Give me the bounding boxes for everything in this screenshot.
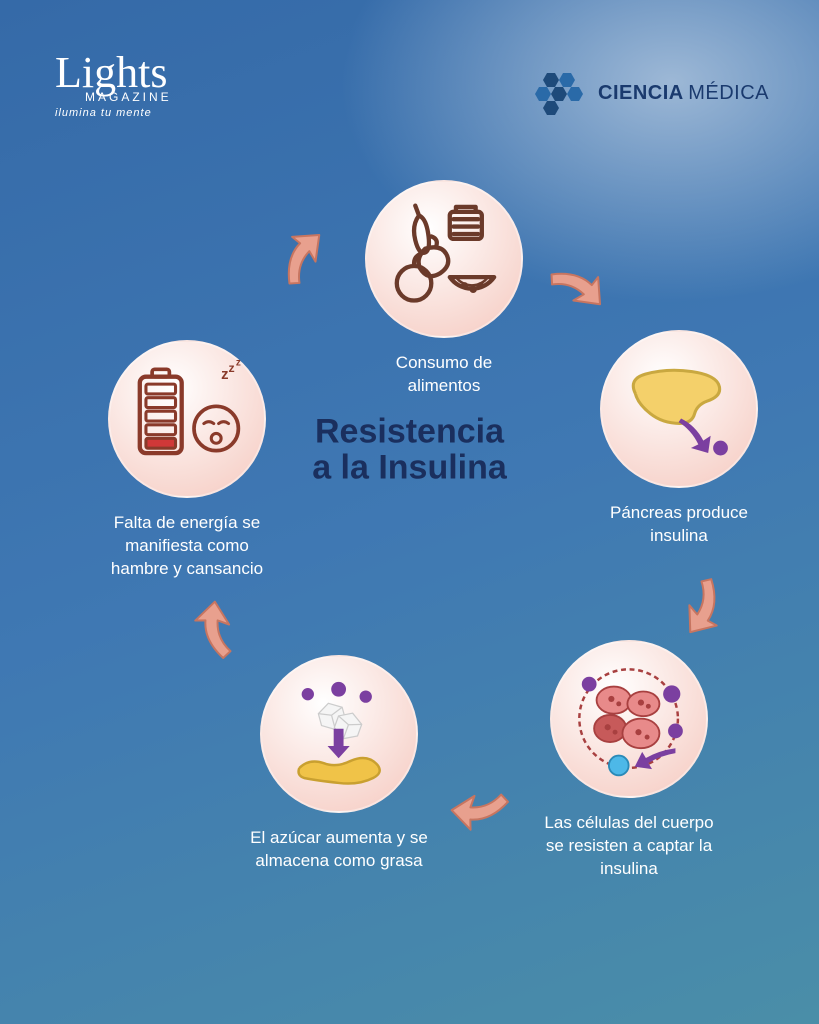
node-label-n3: Las células del cuerpose resisten a capt… <box>520 812 738 881</box>
node-n2: Páncreas produceinsulina <box>570 330 788 548</box>
title-line1: Resistencia <box>312 414 507 450</box>
logo-script: Lights <box>55 55 172 90</box>
cells-icon <box>550 640 708 798</box>
node-n3: Las células del cuerpose resisten a capt… <box>520 640 738 881</box>
svg-text:z: z <box>221 368 228 384</box>
node-n5: z z z Falta de energía semanifiesta como… <box>78 340 296 581</box>
pancreas-icon <box>600 330 758 488</box>
title-line2: a la Insulina <box>312 450 507 486</box>
svg-text:z: z <box>236 358 241 369</box>
food-icon <box>365 180 523 338</box>
cycle-arrow-5 <box>184 590 255 669</box>
logo-right-text: CIENCIA MÉDICA <box>598 82 769 105</box>
node-label-n1: Consumo dealimentos <box>335 352 553 398</box>
svg-text:z: z <box>229 361 235 375</box>
main-title: Resistencia a la Insulina <box>312 414 507 485</box>
logo-magazine: MAGAZINE <box>85 90 172 104</box>
node-label-n5: Falta de energía semanifiesta comohambre… <box>78 512 296 581</box>
logo-ciencia-medica: CIENCIA MÉDICA <box>534 70 769 116</box>
node-n1: Consumo dealimentos <box>335 180 553 398</box>
battery-icon: z z z <box>108 340 266 498</box>
cycle-arrow-4 <box>440 769 519 840</box>
node-label-n4: El azúcar aumenta y sealmacena como gras… <box>230 827 448 873</box>
node-n4: El azúcar aumenta y sealmacena como gras… <box>230 655 448 873</box>
logo-lights: Lights MAGAZINE ilumina tu mente <box>55 55 172 119</box>
hexagon-icon <box>534 70 586 116</box>
sugar-icon <box>260 655 418 813</box>
logo-tagline: ilumina tu mente <box>55 107 172 119</box>
node-label-n2: Páncreas produceinsulina <box>570 502 788 548</box>
